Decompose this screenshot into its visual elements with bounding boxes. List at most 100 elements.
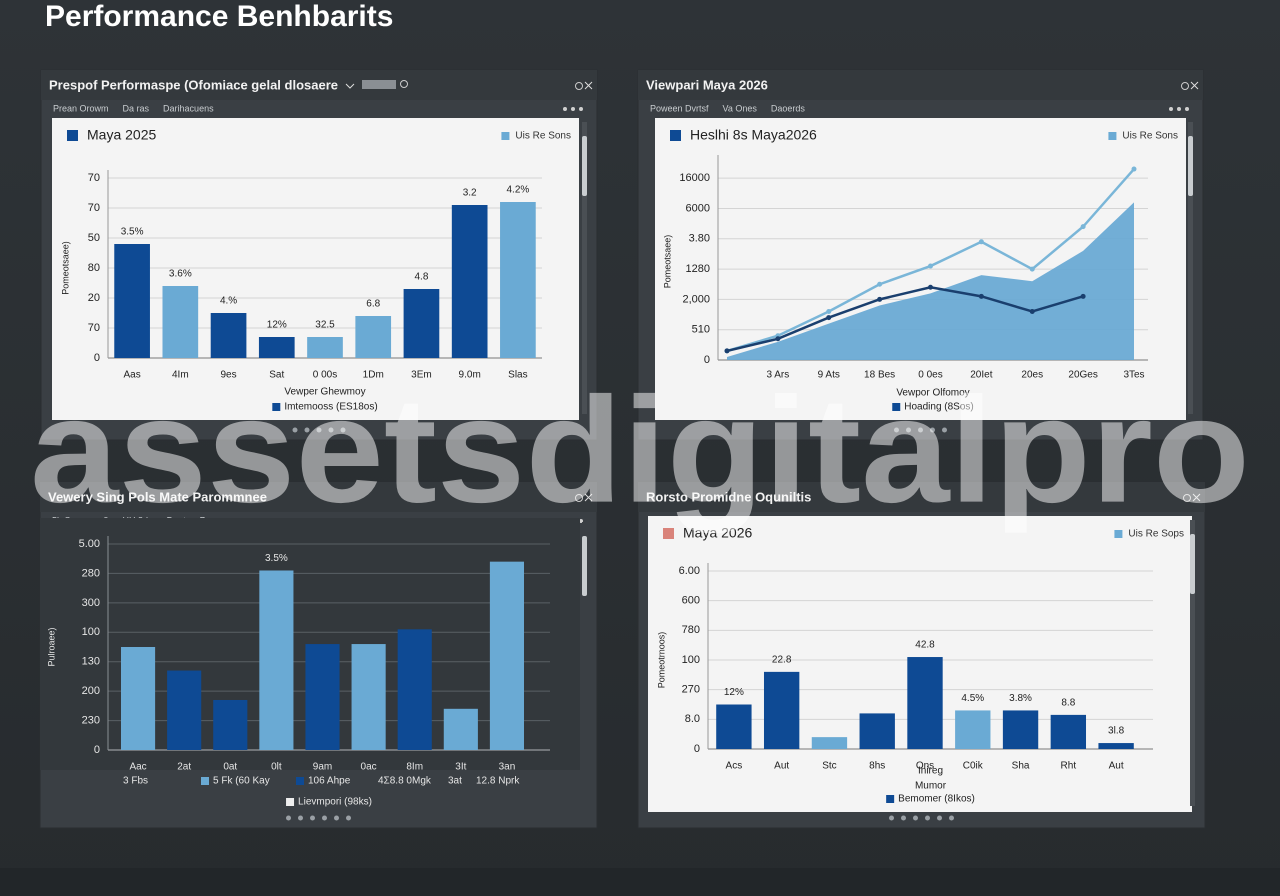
bar [1050,714,1087,749]
page-dot[interactable] [937,815,942,821]
x-tick-label: Ons [916,761,934,772]
page-dot[interactable] [334,815,339,821]
x-tick-label: 3It [455,762,466,773]
close-icon[interactable] [1190,81,1199,90]
page-dot[interactable] [316,427,322,433]
page-dot[interactable] [901,815,906,821]
page-dot[interactable] [310,815,315,821]
x-tick-label: 20Ges [1068,370,1097,381]
x-tick-label: 3an [499,762,516,773]
x-tick-label: 3 Ars [766,370,789,381]
page-dot[interactable] [949,815,954,821]
search-box[interactable] [362,80,396,89]
page-dot[interactable] [292,427,298,433]
x-tick-label: 9es [220,370,236,381]
page-dot[interactable] [889,815,894,821]
settings-icon[interactable] [575,494,583,502]
page-dot[interactable] [925,815,930,821]
scrollbar-thumb[interactable] [1188,136,1193,196]
close-icon[interactable] [584,81,593,90]
page-dot[interactable] [913,815,918,821]
legend-label: Maya 2026 [683,525,752,541]
page-dot[interactable] [328,427,334,433]
close-icon[interactable] [584,493,593,502]
y-axis-label: Pomeotsaee) [662,235,672,289]
y-tick-label: 6.00 [679,565,700,577]
dropdown-arrow[interactable] [345,83,355,89]
bar-label: 4.5% [961,693,984,704]
settings-icon[interactable] [1183,494,1191,502]
page-dot[interactable] [942,427,947,433]
line-point [724,348,730,354]
scrollbar-thumb[interactable] [582,536,587,596]
y-tick-label: 6000 [686,202,710,214]
footer-legend-swatch [272,403,281,411]
line-point [877,281,883,287]
bar-label: 3.6% [169,269,192,280]
bar [351,644,386,750]
x-tick-label: 3Tes [1123,370,1144,381]
x-tick-label: 9 Ats [818,370,840,381]
page-dot[interactable] [906,427,911,433]
y-tick-label: 0 [94,744,100,756]
menu-dot[interactable] [563,107,567,111]
bar-label: 3.8% [1009,693,1032,704]
menu-dot[interactable] [1185,107,1189,111]
y-axis-label: Pomeotrnoos) [656,632,666,689]
scrollbar-thumb[interactable] [582,136,587,196]
footer-legend-swatch [296,777,304,785]
page-dot[interactable] [286,815,291,821]
y-tick-label: 70 [88,202,100,214]
close-icon[interactable] [1192,493,1201,502]
footer-legend-label: 5 Fk (60 Kay [213,776,270,787]
page-dot[interactable] [918,427,923,433]
settings-icon[interactable] [575,82,583,90]
search-icon[interactable] [400,80,408,88]
x-tick-label: Aac [129,762,146,773]
bar [210,313,247,358]
y-tick-label: 0 [704,354,710,366]
scrollbar-thumb[interactable] [1190,534,1195,594]
x-tick-label: 2at [177,762,191,773]
toolbar-item[interactable]: Prean Orowm [53,103,109,113]
toolbar-item[interactable]: Poween Dvrtsf [650,103,709,113]
panel-title: Prespof Performaspe (Ofomiace gelal dlos… [49,77,338,92]
y-tick-label: 70 [88,322,100,334]
legend-label: Maya 2025 [87,127,156,143]
page-dot[interactable] [346,815,351,821]
toolbar-item[interactable]: Va Ones [723,103,758,113]
bar-label: 22.8 [772,655,792,666]
page-dot[interactable] [304,427,310,433]
bar-label: 12% [724,687,744,698]
bar [114,244,150,358]
x-tick-label: 0 00s [313,370,337,381]
y-tick-label: 8.0 [685,713,700,725]
x-tick-label: 20Iet [970,370,992,381]
bar-label: 6.8 [366,299,380,310]
menu-dot[interactable] [1169,107,1173,111]
toolbar-item[interactable]: Darihacuens [163,103,214,113]
page-dot[interactable] [322,815,327,821]
x-tick-label: 9.0m [459,370,481,381]
toolbar-item[interactable]: Da ras [123,103,150,113]
settings-icon[interactable] [1181,82,1189,90]
line-point [928,284,933,290]
menu-dot[interactable] [1177,107,1181,111]
page-dot[interactable] [894,427,899,433]
y-tick-label: 230 [82,714,100,726]
menu-dot[interactable] [571,107,575,111]
bar [907,657,943,749]
y-tick-label: 0 [94,352,100,364]
y-tick-label: 0 [694,743,700,755]
y-tick-label: 280 [82,567,100,579]
page-dot[interactable] [340,427,346,433]
footer-legend-swatch [201,777,209,785]
panel-title: Viewpari Maya 2026 [646,77,768,92]
page-dot[interactable] [298,815,303,821]
bar [307,337,343,358]
title-bar [638,482,1205,512]
page-dot[interactable] [930,427,935,433]
x-tick-label: 9am [313,762,332,773]
menu-dot[interactable] [579,107,583,111]
toolbar-item[interactable]: Daoerds [771,103,806,113]
